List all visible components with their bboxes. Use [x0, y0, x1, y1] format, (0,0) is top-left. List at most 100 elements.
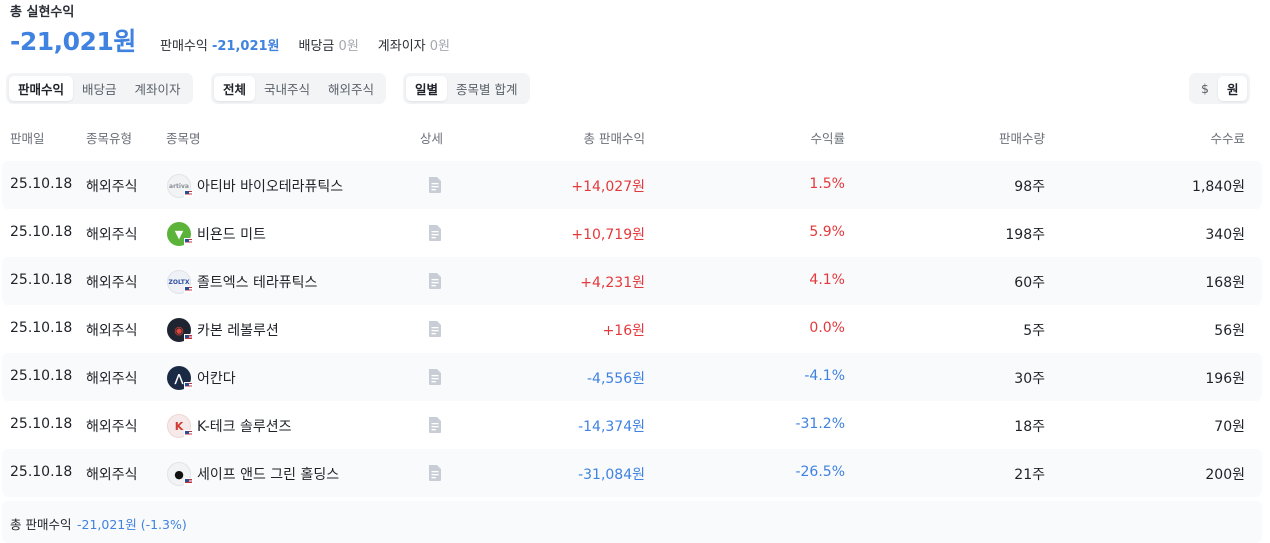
currency-usd[interactable]: $	[1201, 81, 1209, 96]
breakdown-value: -21,021원	[211, 39, 280, 54]
breakdown-sales-profit: 판매수익 -21,021원	[160, 35, 280, 54]
stock-name[interactable]: 졸트엑스 테라퓨틱스	[197, 275, 318, 291]
tab-daily[interactable]: 일별	[406, 76, 448, 101]
sold-quantity: 30주	[1014, 371, 1045, 387]
sold-quantity: 5주	[1023, 323, 1045, 339]
fee: 168원	[1205, 275, 1245, 291]
table-header: 판매일 종목유형 종목명 상세 총 판매수익 수익률 판매수량 수수료	[0, 128, 1262, 148]
tab-all[interactable]: 전체	[214, 76, 256, 101]
sale-date: 25.10.18	[10, 176, 73, 192]
fee: 56원	[1214, 323, 1245, 339]
grouping-segmented-control: 일별 종목별 합계	[403, 73, 530, 104]
currency-krw[interactable]: 원	[1217, 76, 1248, 101]
header-stock-name[interactable]: 종목명	[166, 131, 201, 146]
artiva-logo-icon: artiva	[167, 174, 191, 198]
table-row[interactable]: 25.10.18 해외주식 ZOLTX 졸트엑스 테라퓨틱스 +4,231원 4.1% 60…	[2, 257, 1262, 305]
return-rate: -26.5%	[795, 464, 845, 480]
header-return-rate[interactable]: 수익률	[810, 131, 845, 146]
total-realized-profit: -21,021원	[10, 27, 136, 56]
total-sales-profit: -4,556원	[586, 371, 645, 387]
us-flag-icon	[184, 334, 193, 341]
us-flag-icon	[184, 430, 193, 437]
tab-by-stock-total[interactable]: 종목별 합계	[456, 82, 518, 97]
tab-domestic-stock[interactable]: 국내주식	[264, 82, 311, 97]
fee: 340원	[1205, 227, 1245, 243]
document-detail-icon[interactable]	[427, 176, 443, 194]
stock-type: 해외주식	[86, 275, 138, 291]
us-flag-icon	[184, 478, 193, 485]
total-sales-profit: +4,231원	[580, 275, 645, 291]
breakdown-dividend: 배당금 0원	[299, 35, 359, 54]
stock-name[interactable]: 세이프 앤드 그린 홀딩스	[197, 467, 340, 483]
sale-date: 25.10.18	[10, 368, 73, 384]
return-rate: 4.1%	[809, 272, 845, 288]
footer-value: -21,021원 (-1.3%)	[77, 517, 187, 532]
total-sales-profit: +10,719원	[571, 227, 645, 243]
fee: 196원	[1205, 371, 1245, 387]
fee: 1,840원	[1192, 179, 1245, 195]
sold-quantity: 60주	[1014, 275, 1045, 291]
sale-date: 25.10.18	[10, 272, 73, 288]
stock-name[interactable]: K-테크 솔루션즈	[197, 419, 292, 435]
sold-quantity: 21주	[1014, 467, 1045, 483]
header-sold-quantity[interactable]: 판매수량	[998, 131, 1045, 146]
tab-account-interest[interactable]: 계좌이자	[134, 82, 181, 97]
fee: 200원	[1205, 467, 1245, 483]
tab-dividend[interactable]: 배당금	[82, 82, 117, 97]
stock-type: 해외주식	[86, 371, 138, 387]
summary-title: 총 실현수익	[10, 5, 75, 20]
header-stock-type[interactable]: 종목유형	[86, 131, 133, 146]
beyond-meat-logo-icon: ▼	[167, 222, 191, 246]
header-sale-date[interactable]: 판매일	[10, 131, 45, 146]
stock-name[interactable]: 비욘드 미트	[197, 227, 266, 243]
breakdown-interest: 계좌이자 0원	[378, 35, 450, 54]
income-type-segmented-control: 판매수익 배당금 계좌이자	[6, 73, 193, 104]
table-row[interactable]: 25.10.18 해외주식 ⋀ 어칸다 -4,556원 -4.1% 30주 196원	[2, 353, 1262, 401]
total-sales-profit: -31,084원	[578, 467, 645, 483]
document-detail-icon[interactable]	[427, 416, 443, 434]
market-segmented-control: 전체 국내주식 해외주식	[211, 73, 387, 104]
return-rate: 0.0%	[809, 320, 845, 336]
return-rate: -4.1%	[804, 368, 845, 384]
breakdown-value: 0원	[338, 39, 359, 54]
stock-name[interactable]: 어칸다	[197, 371, 236, 387]
table-row[interactable]: 25.10.18 해외주식 ● 세이프 앤드 그린 홀딩스 -31,084원 -26.5%…	[2, 449, 1262, 497]
sold-quantity: 198주	[1005, 227, 1045, 243]
tab-overseas-stock[interactable]: 해외주식	[328, 82, 375, 97]
return-rate: 5.9%	[809, 224, 845, 240]
us-flag-icon	[184, 238, 193, 245]
header-fee[interactable]: 수수료	[1210, 131, 1245, 146]
document-detail-icon[interactable]	[427, 224, 443, 242]
sale-date: 25.10.18	[10, 224, 73, 240]
total-sales-profit: +14,027원	[571, 179, 645, 195]
footer-label: 총 판매수익	[10, 517, 72, 532]
document-detail-icon[interactable]	[427, 464, 443, 482]
header-total-profit[interactable]: 총 판매수익	[583, 131, 645, 146]
stock-type: 해외주식	[86, 323, 138, 339]
stock-name[interactable]: 아티바 바이오테라퓨틱스	[197, 179, 344, 195]
breakdown-value: 0원	[429, 39, 450, 54]
us-flag-icon	[184, 286, 193, 293]
fee: 70원	[1214, 419, 1245, 435]
us-flag-icon	[184, 382, 193, 389]
sale-date: 25.10.18	[10, 320, 73, 336]
stock-type: 해외주식	[86, 179, 138, 195]
return-rate: 1.5%	[809, 176, 845, 192]
breakdown-label: 배당금	[298, 39, 335, 54]
stock-type: 해외주식	[86, 227, 138, 243]
stock-type: 해외주식	[86, 419, 138, 435]
tab-sales-profit[interactable]: 판매수익	[9, 76, 74, 101]
document-detail-icon[interactable]	[427, 320, 443, 338]
table-row[interactable]: 25.10.18 해외주식 ▼ 비욘드 미트 +10,719원 5.9% 198주 340원	[2, 209, 1262, 257]
return-rate: -31.2%	[795, 416, 845, 432]
table-row[interactable]: 25.10.18 해외주식 ◉ 카본 레볼루션 +16원 0.0% 5주 56원	[2, 305, 1262, 353]
sale-date: 25.10.18	[10, 416, 73, 432]
table-row[interactable]: 25.10.18 해외주식 artiva 아티바 바이오테라퓨틱스 +14,027원 1.…	[2, 161, 1262, 209]
table-row[interactable]: 25.10.18 해외주식 K K-테크 솔루션즈 -14,374원 -31.2% 18주 7…	[2, 401, 1262, 449]
currency-segmented-control: $ 원	[1189, 73, 1251, 104]
document-detail-icon[interactable]	[427, 368, 443, 386]
stock-name[interactable]: 카본 레볼루션	[197, 323, 279, 339]
sale-date: 25.10.18	[10, 464, 73, 480]
document-detail-icon[interactable]	[427, 272, 443, 290]
breakdown-label: 계좌이자	[377, 39, 426, 54]
